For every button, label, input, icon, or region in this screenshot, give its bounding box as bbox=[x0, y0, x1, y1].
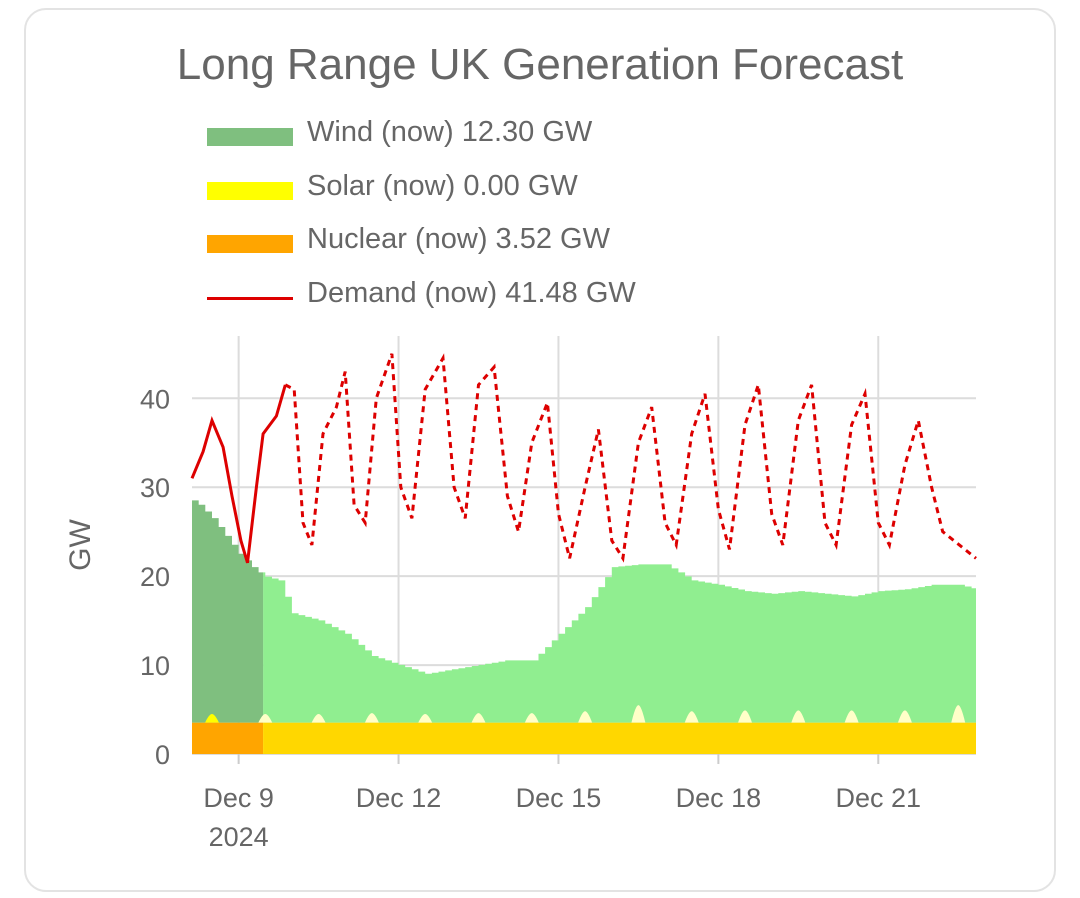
legend-label-solar: Solar (now) 0.00 GW bbox=[307, 169, 578, 202]
x-tick-label: Dec 21 bbox=[835, 783, 921, 813]
y-tick-label: 40 bbox=[140, 384, 170, 414]
solar-bump bbox=[791, 710, 806, 723]
legend-swatch-nuclear bbox=[207, 235, 293, 253]
x-tick-sublabel: 2024 bbox=[209, 822, 269, 852]
nuclear-forecast-area bbox=[263, 722, 977, 754]
demand-forecast-line bbox=[284, 353, 977, 563]
y-axis-title: GW bbox=[64, 518, 97, 570]
legend-swatch-demand bbox=[207, 296, 293, 300]
solar-bump bbox=[364, 713, 379, 723]
legend-swatch-solar bbox=[207, 181, 293, 200]
solar-bump bbox=[897, 710, 912, 723]
legend-label-wind: Wind (now) 12.30 GW bbox=[307, 116, 593, 148]
legend-label-demand: Demand (now) 41.48 GW bbox=[307, 276, 636, 309]
card-title: Long Range UK Generation Forecast bbox=[176, 40, 904, 89]
solar-bump bbox=[471, 713, 486, 723]
nuclear-actual-area bbox=[192, 722, 264, 754]
x-tick-label: Dec 9 bbox=[203, 783, 274, 813]
wind-forecast-area bbox=[263, 564, 976, 723]
y-tick-label: 10 bbox=[140, 651, 170, 681]
solar-bump bbox=[578, 711, 593, 723]
demand-actual-line bbox=[190, 384, 287, 564]
y-tick-label: 0 bbox=[155, 740, 170, 770]
legend-label-nuclear: Nuclear (now) 3.52 GW bbox=[307, 223, 610, 255]
solar-bump bbox=[258, 713, 273, 723]
y-tick-label: 20 bbox=[140, 562, 170, 592]
legend-swatch-wind bbox=[207, 128, 293, 146]
wind-actual-area bbox=[192, 500, 264, 723]
solar-bump bbox=[684, 711, 699, 723]
solar-bump bbox=[204, 713, 219, 723]
solar-bump bbox=[844, 710, 859, 723]
solar-bump bbox=[524, 713, 539, 723]
solar-bump bbox=[738, 710, 753, 723]
solar-bump bbox=[631, 705, 646, 723]
solar-bump bbox=[311, 713, 326, 723]
x-tick-label: Dec 15 bbox=[516, 783, 602, 813]
x-tick-label: Dec 12 bbox=[356, 783, 442, 813]
solar-bump bbox=[951, 705, 966, 723]
solar-bump bbox=[418, 713, 433, 723]
x-tick-label: Dec 18 bbox=[676, 783, 762, 813]
y-tick-label: 30 bbox=[140, 473, 170, 503]
